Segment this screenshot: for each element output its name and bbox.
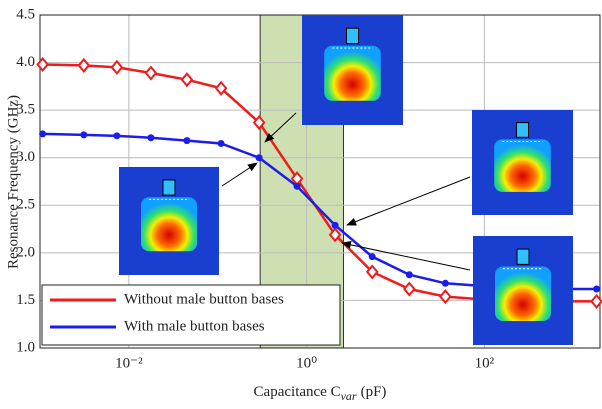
y-tick-label: 4.0 <box>16 54 35 70</box>
x-axis-label: Capacitance Cvar (pF) <box>254 384 387 402</box>
data-point <box>256 154 263 161</box>
data-point <box>406 271 413 278</box>
inset-button <box>517 249 529 264</box>
x-axis-label-main: Capacitance C <box>254 384 341 400</box>
legend-label: With male button bases <box>124 318 265 334</box>
inset-button <box>346 28 358 43</box>
inset-field <box>141 197 197 251</box>
x-axis-label-unit: (pF) <box>361 384 387 400</box>
data-point <box>294 183 301 190</box>
y-tick-label: 1.5 <box>16 292 35 308</box>
y-axis-label: Resonance Frequency (GHz) <box>5 95 21 269</box>
chart: 1.01.52.02.53.03.54.04.510⁻²10⁰10² Witho… <box>0 0 602 404</box>
data-point <box>147 134 154 141</box>
data-point <box>218 140 225 147</box>
inset-field <box>324 46 381 101</box>
data-point <box>39 130 46 137</box>
data-point <box>80 131 87 138</box>
data-point <box>183 137 190 144</box>
inset-field <box>495 267 551 322</box>
data-point <box>442 280 449 287</box>
y-tick-label: 4.5 <box>16 6 35 22</box>
inset-button <box>163 180 175 195</box>
data-point <box>369 253 376 260</box>
x-tick-label: 10² <box>475 355 495 371</box>
x-axis-label-sub: var <box>341 389 357 403</box>
y-tick-label: 1.0 <box>16 339 35 355</box>
data-point <box>593 286 600 293</box>
inset-field <box>494 139 551 192</box>
legend-label: Without male button bases <box>124 291 284 307</box>
x-tick-label: 10⁰ <box>296 355 317 371</box>
data-point <box>113 132 120 139</box>
inset-button <box>516 123 528 138</box>
x-tick-label: 10⁻² <box>115 355 143 371</box>
data-point <box>332 222 339 229</box>
